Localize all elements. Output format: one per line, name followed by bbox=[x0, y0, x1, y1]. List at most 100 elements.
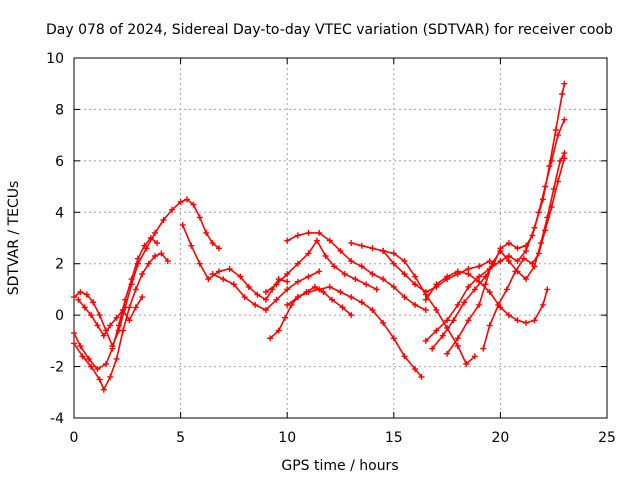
data-point bbox=[401, 258, 408, 265]
data-point bbox=[497, 247, 504, 254]
data-point bbox=[337, 247, 344, 254]
data-point bbox=[341, 271, 348, 277]
data-point bbox=[316, 286, 323, 293]
data-point bbox=[401, 353, 408, 360]
data-point bbox=[433, 327, 440, 334]
data-point bbox=[561, 155, 568, 162]
data-point bbox=[128, 276, 135, 283]
series-line bbox=[446, 152, 566, 355]
data-point bbox=[147, 235, 154, 241]
data-point bbox=[115, 322, 122, 329]
data-point bbox=[126, 317, 133, 324]
data-point bbox=[284, 286, 291, 293]
data-point bbox=[237, 273, 244, 280]
data-point bbox=[75, 296, 82, 303]
data-point bbox=[145, 260, 152, 267]
data-point bbox=[465, 317, 472, 324]
data-point bbox=[412, 273, 419, 280]
data-point bbox=[177, 199, 184, 205]
data-point bbox=[444, 273, 451, 280]
data-point bbox=[454, 268, 461, 275]
data-point bbox=[505, 253, 512, 259]
data-point bbox=[113, 355, 120, 362]
data-point bbox=[107, 322, 114, 329]
data-point bbox=[450, 317, 457, 324]
data-point bbox=[90, 299, 97, 306]
data-point bbox=[120, 327, 126, 334]
data-point bbox=[81, 304, 88, 311]
data-point bbox=[273, 296, 280, 303]
data-point bbox=[373, 286, 380, 293]
y-tick-label: 10 bbox=[46, 51, 64, 67]
data-point bbox=[520, 255, 527, 262]
plot-frame bbox=[73, 57, 608, 419]
series-track-1 bbox=[71, 196, 222, 349]
data-point bbox=[267, 335, 274, 342]
data-point bbox=[320, 289, 327, 295]
data-point bbox=[555, 132, 561, 139]
data-point bbox=[154, 240, 161, 247]
data-point bbox=[363, 281, 370, 288]
data-point bbox=[439, 332, 446, 339]
data-point bbox=[326, 283, 333, 290]
series-track-5 bbox=[179, 222, 291, 303]
series-track-17 bbox=[480, 155, 568, 352]
y-tick-label: 6 bbox=[55, 154, 64, 170]
data-point bbox=[79, 353, 86, 360]
data-point bbox=[226, 265, 233, 272]
x-axis-label: GPS time / hours bbox=[281, 458, 398, 474]
data-point bbox=[205, 276, 212, 283]
data-point bbox=[358, 299, 365, 306]
data-point bbox=[476, 263, 483, 270]
series-track-2 bbox=[71, 250, 171, 393]
data-point bbox=[273, 281, 280, 288]
data-point bbox=[514, 317, 521, 324]
series-track-6 bbox=[209, 268, 323, 313]
data-point bbox=[254, 291, 261, 298]
data-point bbox=[88, 312, 95, 319]
data-point bbox=[135, 255, 141, 262]
data-point bbox=[100, 386, 107, 393]
data-point bbox=[557, 157, 564, 164]
y-tick-label: 8 bbox=[55, 102, 64, 118]
data-point bbox=[433, 281, 440, 288]
data-point bbox=[523, 242, 529, 249]
series-line bbox=[286, 286, 423, 378]
data-point bbox=[358, 242, 365, 249]
data-point bbox=[444, 350, 451, 357]
data-point bbox=[339, 304, 346, 311]
data-point bbox=[139, 294, 146, 301]
data-point bbox=[559, 91, 566, 97]
data-point bbox=[561, 116, 568, 123]
data-point bbox=[465, 271, 472, 277]
data-point bbox=[132, 286, 139, 293]
data-point bbox=[329, 296, 335, 303]
data-point bbox=[311, 283, 318, 290]
data-point bbox=[465, 283, 472, 290]
data-point bbox=[284, 271, 291, 277]
data-point bbox=[139, 271, 146, 277]
data-point bbox=[216, 245, 222, 252]
data-point bbox=[482, 281, 489, 288]
data-point bbox=[348, 312, 355, 319]
data-point bbox=[531, 317, 538, 324]
data-point bbox=[422, 307, 429, 313]
data-point bbox=[523, 319, 529, 326]
data-point bbox=[252, 301, 259, 308]
data-point bbox=[305, 250, 312, 257]
data-point bbox=[529, 260, 536, 267]
data-point bbox=[401, 271, 408, 277]
data-point bbox=[412, 301, 419, 308]
data-point bbox=[486, 289, 493, 295]
data-point bbox=[71, 340, 77, 347]
data-point bbox=[514, 245, 521, 252]
data-point bbox=[390, 283, 397, 290]
data-point bbox=[544, 286, 551, 293]
series-line bbox=[265, 239, 378, 293]
data-point bbox=[505, 240, 512, 247]
data-point bbox=[390, 250, 397, 257]
data-point bbox=[542, 183, 549, 190]
data-point bbox=[71, 294, 77, 301]
y-tick-label: 0 bbox=[55, 308, 64, 324]
data-point bbox=[209, 240, 216, 247]
